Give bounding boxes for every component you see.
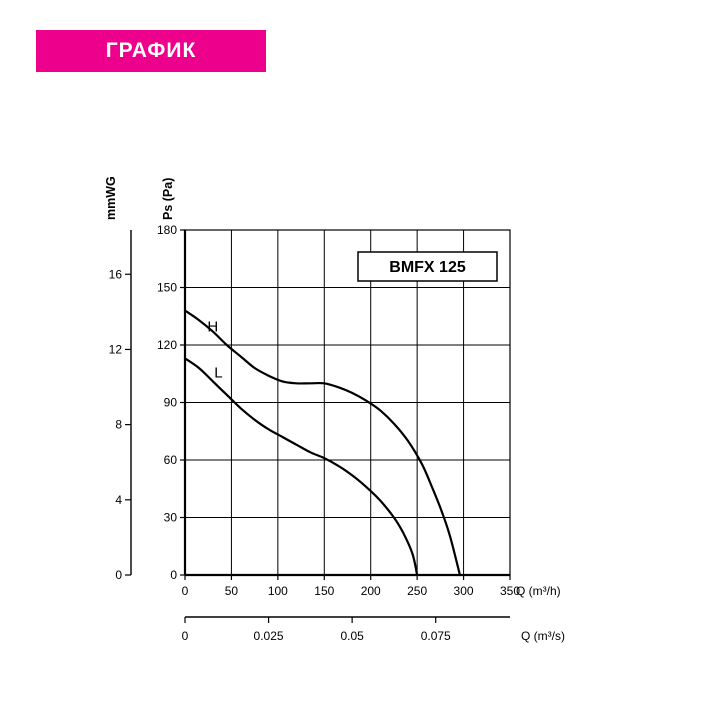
model-label: BMFX 125 (389, 259, 466, 276)
y-tick-label: 150 (157, 281, 177, 295)
x-axis-title: Q (m³/h) (516, 584, 561, 598)
curve-L (183, 357, 419, 577)
x-tick-label: 250 (407, 584, 427, 598)
mmwg-tick-label: 16 (109, 267, 123, 281)
mmwg-axis-title: mmWG (104, 176, 118, 220)
x-tick-label: 300 (454, 584, 474, 598)
header-banner: ГРАФИК (36, 30, 266, 72)
mmwg-tick-label: 4 (115, 493, 122, 507)
y-tick-label: 60 (164, 453, 178, 467)
y-tick-label: 0 (170, 568, 177, 582)
curve-H (183, 309, 461, 577)
banner-title: ГРАФИК (105, 39, 197, 62)
sec-x-axis-title: Q (m³/s) (521, 629, 565, 643)
y-tick-label: 120 (157, 338, 177, 352)
x-tick-label: 200 (361, 584, 381, 598)
x-tick-label: 100 (268, 584, 288, 598)
sec-x-tick-label: 0.075 (421, 629, 451, 643)
y-tick-label: 90 (164, 396, 178, 410)
mmwg-tick-label: 0 (115, 568, 122, 582)
sec-x-tick-label: 0 (182, 629, 189, 643)
sec-x-tick-label: 0.025 (254, 629, 284, 643)
x-tick-label: 350 (500, 584, 520, 598)
y-tick-label: 180 (157, 223, 177, 237)
x-tick-label: 0 (182, 584, 189, 598)
curve-label-H: H (207, 319, 218, 336)
y-axis-title: Ps (Pa) (161, 178, 175, 220)
sec-x-tick-label: 0.05 (340, 629, 364, 643)
x-tick-label: 150 (314, 584, 334, 598)
mmwg-tick-label: 12 (109, 342, 123, 356)
mmwg-tick-label: 8 (115, 418, 122, 432)
x-tick-label: 50 (225, 584, 239, 598)
curve-label-L: L (214, 365, 222, 382)
y-tick-label: 30 (164, 511, 178, 525)
model-box (357, 251, 498, 282)
